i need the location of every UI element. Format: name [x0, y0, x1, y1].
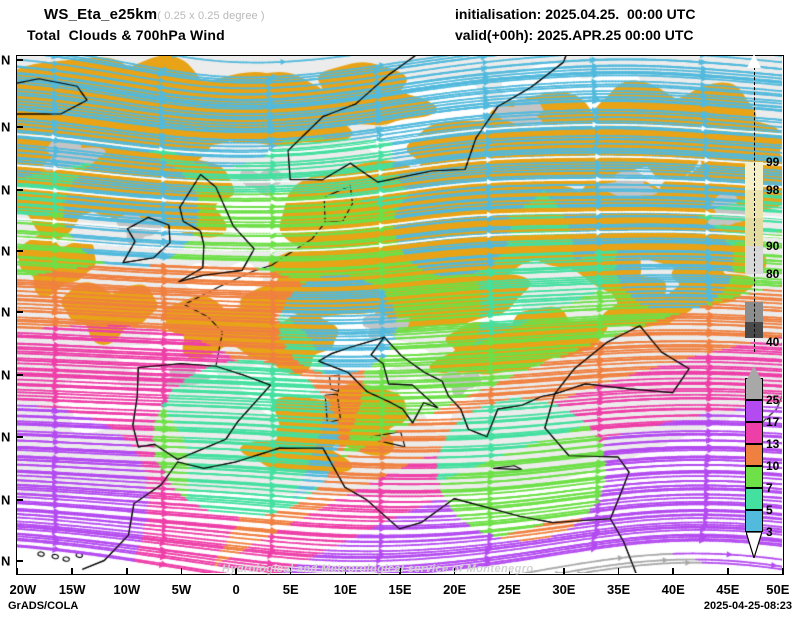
latitude-label: N [1, 367, 11, 383]
latitude-tick [16, 311, 23, 313]
longitude-tick [672, 568, 674, 575]
longitude-tick [781, 568, 784, 575]
valid-time: valid(+00h): 2025.APR.25 00:00 UTC [455, 27, 694, 43]
footer-credit: GrADS/COLA [8, 600, 79, 612]
longitude-tick [508, 568, 511, 575]
longitude-tick [563, 568, 565, 575]
longitude-tick [453, 568, 456, 575]
longitude-label: 5W [171, 582, 192, 597]
longitude-label: 40E [661, 582, 685, 597]
latitude-tick [16, 59, 23, 61]
colorbar-segment [745, 444, 763, 466]
map-plot-area [16, 55, 784, 575]
colorbar-axis-line [754, 62, 755, 352]
longitude-label: 25E [497, 582, 521, 597]
latitude-tick [16, 126, 23, 128]
colorbar-total-cloud-cover: 99 98 90 80 40 [745, 54, 779, 352]
colorbar-wind-speed: 25 17 13 10 7 5 3 [745, 366, 779, 561]
colorbar-tick-label: 5 [766, 503, 773, 517]
longitude-label: 30E [552, 582, 576, 597]
latitude-tick [16, 374, 23, 376]
colorbar-tick-label: 13 [766, 437, 780, 451]
longitude-label: 0 [232, 582, 240, 597]
colorbar-top-arrow [747, 366, 761, 379]
longitude-tick [71, 568, 73, 575]
colorbar-tick-label: 80 [766, 267, 780, 281]
longitude-tick [727, 568, 729, 575]
colorbar-tick-label: 10 [766, 459, 780, 473]
colorbar-tick-label: 40 [766, 335, 780, 349]
longitude-tick [344, 568, 347, 575]
longitude-tick [235, 568, 237, 575]
latitude-label: N [1, 119, 11, 135]
longitude-tick [126, 568, 128, 575]
latitude-label: N [1, 492, 11, 508]
product-resolution: ( 0.25 x 0.25 degree ) [157, 10, 265, 22]
product-name: WS_Eta_e25km [44, 6, 158, 23]
colorbar-segment [745, 378, 763, 400]
product-title: WS_Eta_e25km( 0.25 x 0.25 degree ) [44, 6, 265, 23]
longitude-tick [617, 568, 620, 575]
longitude-label: 15W [58, 582, 86, 597]
longitude-label: 50E [766, 582, 790, 597]
longitude-tick [180, 568, 183, 575]
longitude-tick [289, 568, 292, 575]
longitude-label: 10E [333, 582, 357, 597]
longitude-label: 35E [606, 582, 631, 597]
colorbar-segment [745, 488, 763, 510]
colorbar-tick-label: 98 [766, 183, 780, 197]
latitude-label: N [1, 243, 11, 259]
latitude-tick [16, 436, 23, 438]
longitude-label: 45E [716, 582, 740, 597]
longitude-label: 10W [113, 582, 141, 597]
latitude-tick [16, 560, 23, 562]
colorbar-tick-label: 25 [766, 393, 780, 407]
latitude-label: N [1, 304, 11, 320]
colorbar-segment [745, 422, 763, 444]
colorbar-top-arrow [747, 54, 761, 68]
colorbar-tick-label: 99 [766, 155, 780, 169]
colorbar-tick-label: 7 [766, 481, 773, 495]
latitude-tick [16, 499, 23, 501]
longitude-label: 20E [443, 582, 467, 597]
latitude-label: N [1, 429, 11, 445]
latitude-tick [16, 250, 23, 252]
initialisation-time: initialisation: 2025.04.25. 00:00 UTC [455, 6, 696, 22]
longitude-tick [16, 568, 19, 575]
latitude-label: N [1, 182, 11, 198]
colorbar-tick-label: 3 [766, 525, 773, 539]
longitude-label: 5E [282, 582, 299, 597]
colorbar-segment [745, 510, 763, 532]
footer-timestamp: 2025-04-25-08:23 [703, 600, 792, 612]
longitude-label: 15E [388, 582, 412, 597]
colorbar-segment [745, 400, 763, 422]
longitude-tick [399, 568, 401, 575]
weather-map-canvas [17, 56, 782, 573]
latitude-label: N [1, 553, 11, 569]
colorbar-tick-label: 17 [766, 415, 780, 429]
watermark: Hydrological and Meteorological service … [222, 563, 534, 575]
colorbar-tick-label: 90 [766, 239, 780, 253]
colorbar-bottom-arrow [745, 531, 763, 561]
latitude-tick [16, 189, 23, 191]
map-subtitle: Total Clouds & 700hPa Wind [27, 27, 225, 43]
colorbar-segment [745, 466, 763, 488]
latitude-label: N [1, 52, 11, 68]
longitude-label: 20W [9, 582, 37, 597]
